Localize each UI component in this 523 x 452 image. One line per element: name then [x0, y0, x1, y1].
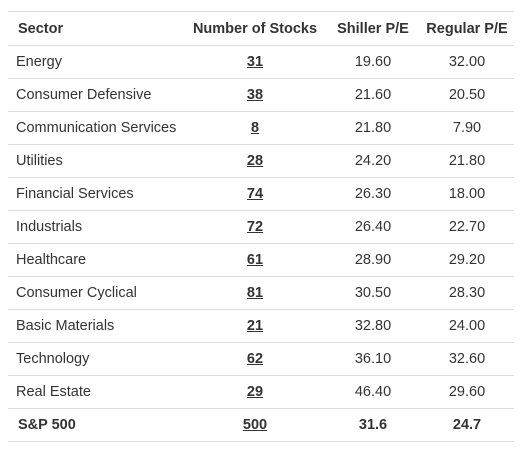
shiller-pe-value: 32.80	[326, 309, 420, 343]
regular-pe-value: 21.80	[420, 144, 514, 178]
sector-name: Consumer Defensive	[8, 78, 184, 112]
regular-pe-value: 24.00	[420, 309, 514, 343]
shiller-pe-value: 26.40	[326, 210, 420, 244]
shiller-pe-value: 28.90	[326, 243, 420, 277]
total-regular-pe: 24.7	[420, 408, 514, 442]
stock-count-link[interactable]: 74	[246, 186, 264, 202]
shiller-pe-value: 21.60	[326, 78, 420, 112]
stock-count-link[interactable]: 81	[246, 285, 264, 301]
sector-name: Energy	[8, 45, 184, 79]
regular-pe-value: 32.60	[420, 342, 514, 376]
table-row: Financial Services 74 26.30 18.00	[8, 177, 514, 211]
table-row: Healthcare 61 28.90 29.20	[8, 243, 514, 277]
total-shiller-pe: 31.6	[326, 408, 420, 442]
total-row: S&P 500 500 31.6 24.7	[8, 408, 514, 442]
sector-name: Technology	[8, 342, 184, 376]
shiller-pe-value: 19.60	[326, 45, 420, 79]
stock-count-link[interactable]: 21	[246, 318, 264, 334]
shiller-pe-value: 30.50	[326, 276, 420, 310]
stock-count-link[interactable]: 72	[246, 219, 264, 235]
regular-pe-value: 32.00	[420, 45, 514, 79]
total-stock-count-link[interactable]: 500	[242, 417, 268, 433]
table-row: Communication Services 8 21.80 7.90	[8, 111, 514, 145]
stock-count-link[interactable]: 29	[246, 384, 264, 400]
shiller-pe-value: 36.10	[326, 342, 420, 376]
stock-count-link[interactable]: 61	[246, 252, 264, 268]
table-row: Utilities 28 24.20 21.80	[8, 144, 514, 178]
stock-count-link[interactable]: 38	[246, 87, 264, 103]
regular-pe-value: 29.60	[420, 375, 514, 409]
sector-pe-table: Sector Number of Stocks Shiller P/E Regu…	[8, 11, 514, 442]
shiller-pe-value: 46.40	[326, 375, 420, 409]
shiller-pe-value: 21.80	[326, 111, 420, 145]
table-row: Consumer Defensive 38 21.60 20.50	[8, 78, 514, 112]
sector-name: Consumer Cyclical	[8, 276, 184, 310]
sector-name: Utilities	[8, 144, 184, 178]
table-row: Technology 62 36.10 32.60	[8, 342, 514, 376]
stock-count-link[interactable]: 62	[246, 351, 264, 367]
header-number-of-stocks: Number of Stocks	[184, 11, 326, 46]
header-sector: Sector	[8, 11, 184, 46]
stock-count-link[interactable]: 28	[246, 153, 264, 169]
stock-count-link[interactable]: 31	[246, 54, 264, 70]
total-label: S&P 500	[8, 408, 184, 442]
regular-pe-value: 18.00	[420, 177, 514, 211]
table-row: Basic Materials 21 32.80 24.00	[8, 309, 514, 343]
table-row: Real Estate 29 46.40 29.60	[8, 375, 514, 409]
sector-name: Basic Materials	[8, 309, 184, 343]
shiller-pe-value: 26.30	[326, 177, 420, 211]
header-shiller-pe: Shiller P/E	[326, 11, 420, 46]
regular-pe-value: 29.20	[420, 243, 514, 277]
table-row: Energy 31 19.60 32.00	[8, 45, 514, 79]
regular-pe-value: 20.50	[420, 78, 514, 112]
sector-name: Communication Services	[8, 111, 184, 145]
shiller-pe-value: 24.20	[326, 144, 420, 178]
table-row: Industrials 72 26.40 22.70	[8, 210, 514, 244]
header-regular-pe: Regular P/E	[420, 11, 514, 46]
sector-pe-table-container: Sector Number of Stocks Shiller P/E Regu…	[8, 11, 514, 442]
sector-name: Industrials	[8, 210, 184, 244]
table-body: Energy 31 19.60 32.00 Consumer Defensive…	[8, 45, 514, 442]
regular-pe-value: 28.30	[420, 276, 514, 310]
regular-pe-value: 7.90	[420, 111, 514, 145]
sector-name: Real Estate	[8, 375, 184, 409]
table-row: Consumer Cyclical 81 30.50 28.30	[8, 276, 514, 310]
stock-count-link[interactable]: 8	[250, 120, 260, 136]
regular-pe-value: 22.70	[420, 210, 514, 244]
table-header-row: Sector Number of Stocks Shiller P/E Regu…	[8, 11, 514, 46]
sector-name: Financial Services	[8, 177, 184, 211]
sector-name: Healthcare	[8, 243, 184, 277]
